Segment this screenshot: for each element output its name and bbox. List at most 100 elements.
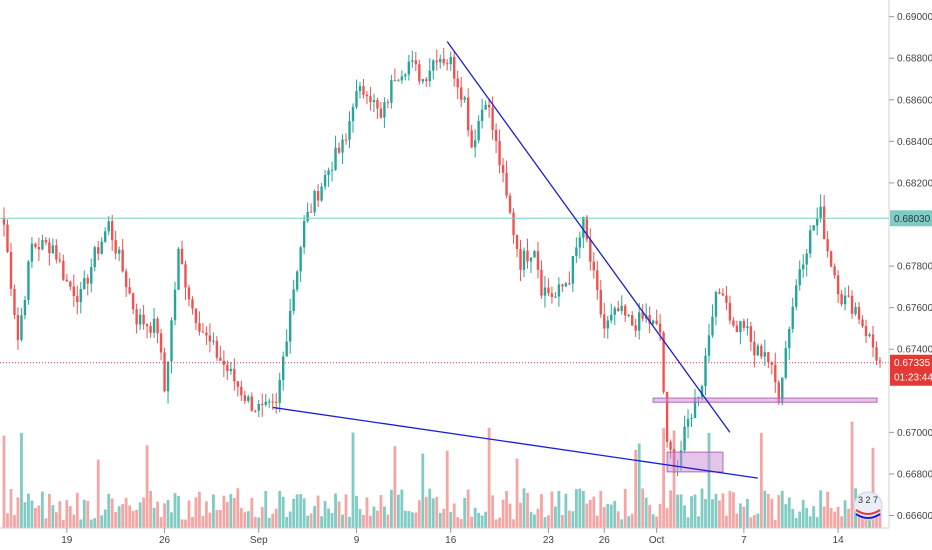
candle: [850, 290, 854, 319]
candle: [714, 290, 718, 326]
candle: [484, 100, 487, 110]
support-zone-a[interactable]: [652, 397, 878, 403]
candle-body: [592, 261, 596, 271]
candle: [90, 258, 93, 293]
volume-bar: [826, 491, 830, 528]
volume-bar: [756, 513, 760, 528]
candle: [330, 161, 334, 182]
candle: [826, 230, 829, 258]
candle-body: [613, 308, 616, 315]
candle: [229, 361, 233, 375]
current-price-text: 0.67335: [894, 358, 931, 369]
candle-body: [826, 239, 829, 252]
overlay-layer: [0, 41, 889, 479]
candle: [222, 350, 226, 378]
volume-bar: [777, 495, 781, 528]
volume-bar: [487, 427, 491, 528]
candle: [201, 322, 205, 333]
candle-body: [774, 364, 777, 383]
volume-bar: [30, 500, 34, 528]
candle-body: [201, 331, 205, 333]
candle: [142, 304, 145, 330]
volume-bar: [728, 490, 732, 528]
volume-bar: [602, 507, 606, 528]
volume-bar: [362, 515, 365, 528]
candle: [110, 214, 114, 252]
candle: [774, 352, 777, 393]
volume-bar: [791, 508, 795, 528]
candle: [292, 279, 295, 315]
candle-body: [620, 305, 623, 311]
candle-body: [383, 102, 386, 118]
volume-bar: [344, 494, 348, 528]
volume-bar: [752, 514, 756, 528]
candle-body: [114, 240, 117, 254]
volume-bar: [89, 519, 93, 528]
volume-bar: [191, 517, 194, 528]
candle-body: [215, 340, 219, 358]
volume-bar: [201, 515, 205, 528]
candle: [749, 322, 753, 351]
x-tick-label: 14: [833, 535, 845, 546]
candle: [194, 308, 198, 331]
candle: [589, 228, 592, 271]
volume-bar: [665, 508, 669, 528]
candle-body: [662, 332, 665, 392]
candle-body: [428, 70, 431, 82]
candle: [351, 103, 355, 133]
candle-body: [836, 275, 840, 295]
candle-body: [802, 264, 805, 270]
candle-body: [526, 250, 529, 262]
candle: [798, 260, 801, 291]
candle: [20, 308, 23, 342]
candle: [788, 326, 791, 360]
volume-bar: [473, 507, 477, 528]
volume-bar: [351, 432, 355, 528]
volume-bar: [843, 500, 847, 528]
volume-bar: [763, 490, 767, 528]
candle: [543, 276, 547, 308]
volume-bar: [567, 510, 571, 528]
time-axis[interactable]: 19 26 Sep 9 16 23 26 Oct 7 14: [61, 528, 844, 546]
volume-bar: [103, 509, 107, 528]
candle: [219, 345, 222, 361]
candle: [393, 68, 397, 82]
volume-bar: [630, 514, 634, 528]
candle: [686, 409, 690, 439]
candle: [2, 207, 6, 237]
volume-bar: [117, 506, 121, 528]
volume-bar: [822, 506, 826, 528]
volume-bar: [9, 489, 13, 528]
candle-body: [344, 139, 348, 141]
candle-body: [145, 324, 149, 327]
lower-support-trendline[interactable]: [272, 406, 758, 479]
volume-bar: [184, 519, 187, 528]
candle-body: [285, 341, 288, 357]
volume-bar: [801, 499, 805, 528]
price-axis[interactable]: 0.69000 0.68800 0.68600 0.68400 0.68200 0.678…: [889, 0, 932, 528]
candle-body: [543, 287, 547, 296]
candle-body: [697, 397, 700, 399]
volume-bar: [376, 510, 379, 528]
candle: [173, 281, 177, 326]
candle-body: [833, 266, 836, 276]
volume-bar: [759, 432, 763, 528]
candle: [365, 91, 369, 105]
candle-body: [432, 60, 435, 71]
volume-bar: [330, 513, 334, 528]
candle: [721, 288, 725, 296]
volume-bar: [34, 507, 37, 528]
candle: [295, 270, 299, 293]
candle-body: [777, 382, 780, 403]
candle-body: [2, 218, 6, 225]
volume-bar: [288, 511, 292, 528]
candle-body: [163, 352, 166, 392]
descending-resistance-trendline[interactable]: [446, 41, 731, 433]
candle: [864, 319, 868, 343]
candle-body: [390, 80, 393, 103]
candle-body: [784, 348, 787, 378]
candle-body: [533, 251, 536, 258]
volume-bar: [850, 421, 854, 528]
candle-body: [854, 306, 857, 314]
